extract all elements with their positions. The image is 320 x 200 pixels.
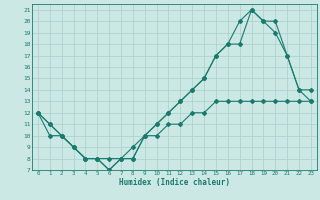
- X-axis label: Humidex (Indice chaleur): Humidex (Indice chaleur): [119, 178, 230, 187]
